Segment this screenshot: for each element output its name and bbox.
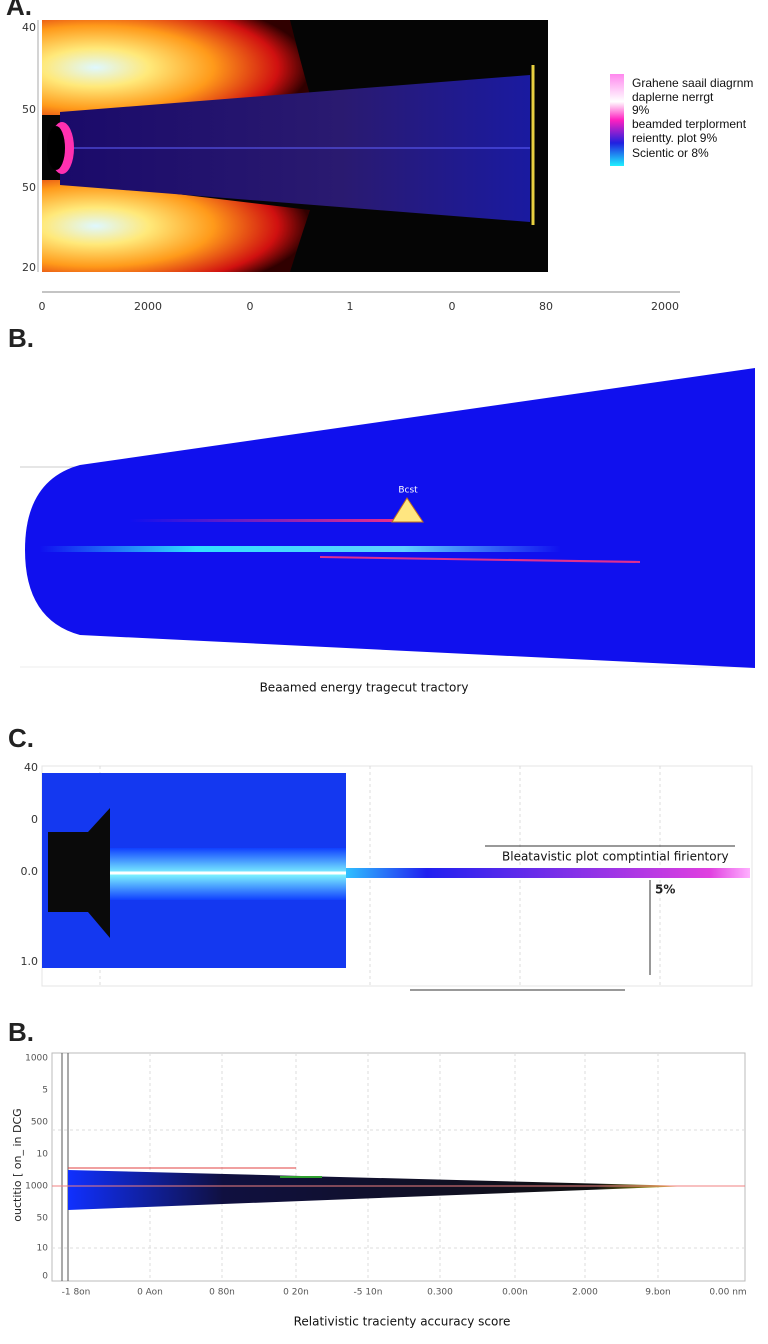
trajectory-line (319, 556, 641, 563)
plot-frame (51, 1052, 746, 1282)
legend-entry: daplerne nerrgt (632, 90, 714, 104)
y-tick-label: 5 (42, 1086, 48, 1096)
x-tick-label: 0 Aon (137, 1288, 163, 1298)
legend-entry: 9% (632, 103, 650, 117)
y-tick-label: 50 (37, 1214, 49, 1224)
x-tick-label: 1 (347, 300, 354, 313)
legend-colorbar (610, 74, 624, 166)
legend-entry: reientty. plot 9% (632, 131, 717, 145)
panel-label: B. (8, 323, 34, 353)
y-tick-label: 1000 (25, 1054, 48, 1064)
x-tick-label: 0 (247, 300, 254, 313)
y-tick-label: 10 (37, 1244, 49, 1254)
x-tick-label: -5 10n (354, 1288, 383, 1298)
x-tick-label: 2000 (134, 300, 162, 313)
y-tick-label: 0 (42, 1272, 48, 1282)
x-tick-label: 0.00 nm (709, 1288, 746, 1298)
panel-label: C. (8, 723, 34, 753)
legend-entry: Grahene saail diagrnm (632, 76, 753, 90)
sail-marker (391, 497, 424, 523)
x-tick-label: 0 (449, 300, 456, 313)
y-tick-label: 1000 (25, 1182, 48, 1192)
x-tick-label: 0.00n (502, 1288, 528, 1298)
beam-cone (25, 368, 755, 668)
y-tick-label: 10 (37, 1150, 49, 1160)
caption: Relativistic tracienty accuracy score (294, 1315, 511, 1329)
y-axis-label: ouctitio [ on_ in DCG (11, 1108, 24, 1221)
panel-label: B. (8, 1017, 34, 1047)
y-tick-label: 40 (22, 21, 36, 34)
annotation: Bcst (398, 486, 418, 496)
x-tick-label: 2000 (651, 300, 679, 313)
caption: Beaamed energy tragecut tractory (260, 681, 469, 695)
x-tick-label: 0.300 (427, 1288, 453, 1298)
percent-label: 5% (655, 883, 675, 897)
x-tick-label: 80 (539, 300, 553, 313)
y-tick-label: 20 (22, 261, 36, 274)
trajectory-line (130, 519, 420, 522)
beam (346, 868, 750, 878)
y-tick-label: 500 (31, 1118, 48, 1128)
y-tick-label: 0 (31, 813, 38, 826)
sail (47, 126, 65, 170)
x-tick-label: 9.bon (645, 1288, 671, 1298)
panel-label: A. (6, 0, 32, 21)
x-tick-label: 0 20n (283, 1288, 309, 1298)
x-tick-label: 2.000 (572, 1288, 598, 1298)
glow (42, 180, 310, 272)
y-tick-label: 40 (24, 761, 38, 774)
beam-core (40, 546, 560, 552)
y-tick-label: 50 (22, 181, 36, 194)
annotation: Bleatavistic plot comptintial firientory (502, 850, 729, 864)
y-tick-label: 0.0 (21, 865, 39, 878)
y-tick-label: 1.0 (21, 955, 39, 968)
legend-entry: beamded terplorment (632, 117, 747, 131)
legend-entry: Scientic or 8% (632, 146, 709, 160)
grid (52, 1053, 745, 1281)
x-tick-label: -1 8on (62, 1288, 91, 1298)
x-tick-label: 0 80n (209, 1288, 235, 1298)
trajectory-wedge (68, 1170, 690, 1210)
y-tick-label: 50 (22, 103, 36, 116)
emitter (48, 808, 110, 938)
x-tick-label: 0 (39, 300, 46, 313)
glow (42, 20, 310, 115)
